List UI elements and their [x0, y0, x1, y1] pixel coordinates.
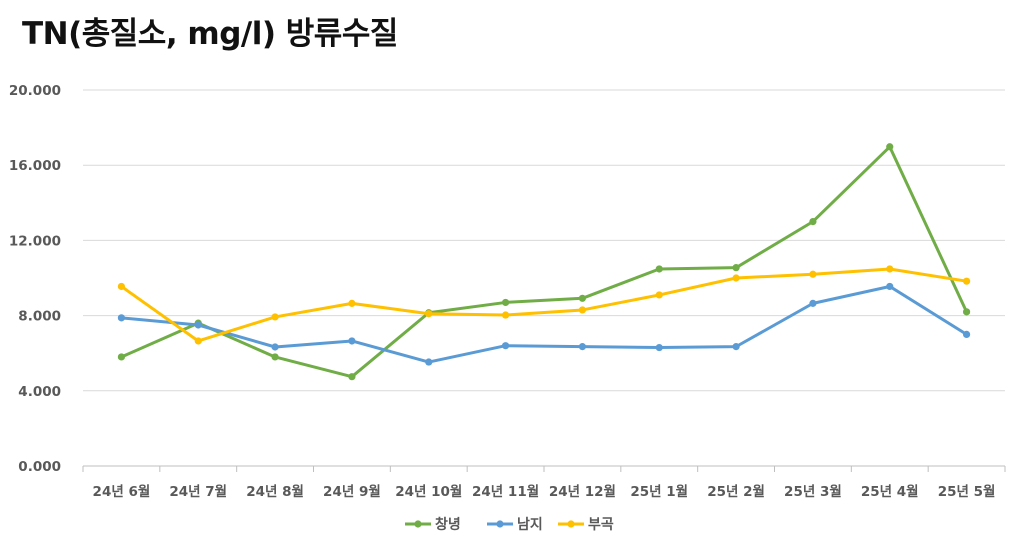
data-point — [962, 330, 971, 338]
data-point — [886, 282, 894, 291]
legend-marker — [567, 520, 575, 528]
y-tick-label: 16.000 — [9, 158, 61, 174]
data-point — [117, 353, 126, 361]
data-point — [271, 313, 279, 321]
data-point — [809, 270, 817, 278]
data-point — [117, 282, 126, 291]
x-tick-label: 24년 6월 — [93, 483, 151, 500]
data-point — [732, 264, 740, 272]
y-tick-label: 4.000 — [18, 384, 61, 400]
x-tick-label: 24년 7월 — [169, 483, 227, 500]
x-tick-label: 25년 3월 — [784, 483, 842, 500]
data-point — [732, 274, 740, 282]
series-3 — [117, 265, 971, 345]
series-group — [117, 143, 971, 381]
data-point — [348, 337, 356, 345]
legend-label: 남지 — [517, 516, 543, 533]
data-point — [655, 343, 663, 352]
x-tick-label: 25년 1월 — [630, 483, 688, 500]
data-point — [578, 294, 587, 302]
data-point — [809, 218, 817, 226]
data-point — [271, 343, 279, 351]
data-point — [425, 310, 433, 318]
data-point — [117, 314, 126, 322]
legend-label: 부곡 — [588, 517, 614, 533]
data-point — [271, 353, 279, 361]
data-point — [962, 308, 971, 316]
x-tick-label: 24년 8월 — [246, 483, 304, 500]
legend-marker — [414, 520, 422, 528]
x-tick-label: 24년 11월 — [472, 483, 539, 500]
data-point — [809, 299, 817, 307]
x-tick-label: 25년 5월 — [938, 483, 996, 500]
chart-title: TN(총질소, mg/l) 방류수질 — [22, 16, 398, 52]
y-axis: 0.000 4.000 8.000 12.000 16.000 20.000 — [9, 83, 61, 475]
y-tick-label: 12.000 — [9, 233, 61, 249]
data-point — [194, 321, 202, 329]
data-point — [501, 298, 510, 307]
data-point — [348, 373, 356, 381]
legend: 창녕 남지 부곡 — [405, 516, 614, 533]
data-point — [962, 277, 971, 285]
series-line — [119, 267, 969, 343]
y-tick-label: 8.000 — [18, 309, 61, 325]
legend-marker — [496, 520, 504, 528]
y-tick-label: 0.000 — [18, 459, 61, 475]
data-point — [501, 342, 510, 350]
data-point — [348, 299, 356, 307]
x-axis: 24년 6월 24년 7월 24년 8월 24년 9월 24년 10월 24년 11월 24… — [82, 465, 1006, 500]
data-point — [732, 343, 740, 351]
y-tick-label: 20.000 — [9, 83, 61, 99]
legend-label: 창녕 — [435, 516, 461, 533]
x-tick-label: 24년 10월 — [395, 483, 462, 500]
x-tick-label: 25년 4월 — [861, 483, 919, 500]
data-point — [501, 311, 510, 319]
data-point — [578, 343, 587, 351]
data-point — [425, 358, 433, 366]
data-point — [578, 306, 587, 314]
series-line — [119, 145, 969, 379]
data-point — [655, 265, 663, 273]
x-tick-label: 24년 9월 — [323, 483, 381, 500]
series-line — [119, 284, 969, 364]
series-2 — [117, 282, 971, 366]
data-point — [886, 265, 894, 273]
gridlines — [83, 89, 1005, 392]
data-point — [194, 337, 202, 345]
x-tick-label: 24년 12월 — [549, 483, 616, 500]
x-tick-label: 25년 2월 — [707, 483, 765, 500]
data-point — [886, 143, 894, 151]
data-point — [655, 291, 663, 299]
